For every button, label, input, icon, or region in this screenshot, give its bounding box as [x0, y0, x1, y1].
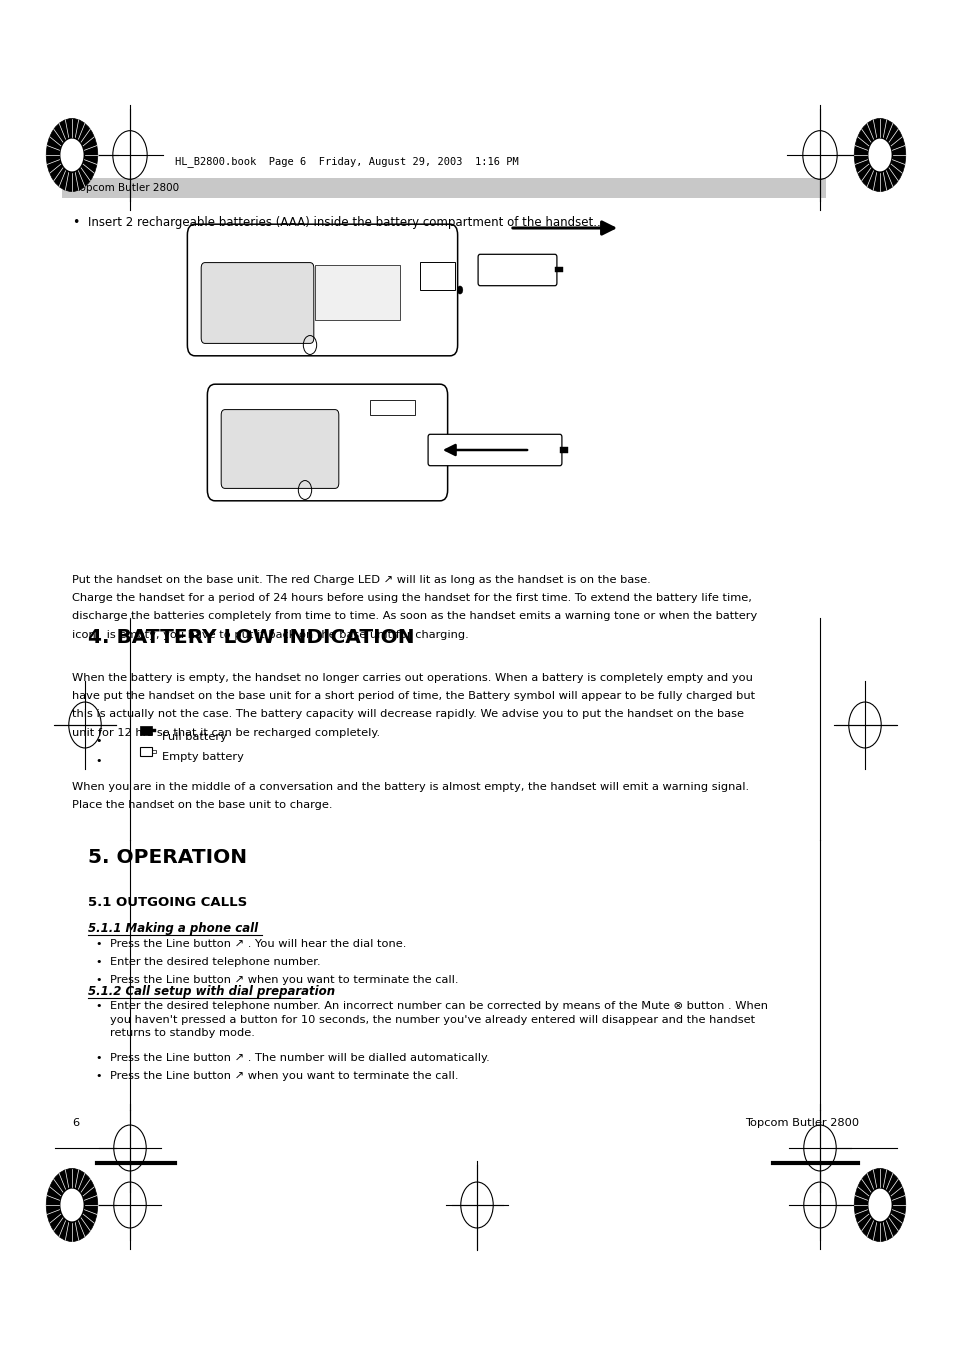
- Text: Enter the desired telephone number.: Enter the desired telephone number.: [110, 958, 320, 967]
- Bar: [62, 178, 825, 199]
- Bar: [140, 725, 152, 735]
- Text: Press the Line button ↗ when you want to terminate the call.: Press the Line button ↗ when you want to…: [110, 975, 458, 985]
- FancyBboxPatch shape: [477, 254, 557, 285]
- Circle shape: [60, 1189, 84, 1221]
- Text: •: •: [95, 958, 101, 967]
- Bar: [559, 447, 567, 453]
- Text: •: •: [95, 1071, 101, 1081]
- Circle shape: [456, 286, 462, 295]
- Text: Empty battery: Empty battery: [162, 753, 244, 762]
- Text: 5.1.2 Call setup with dial preparation: 5.1.2 Call setup with dial preparation: [88, 985, 335, 998]
- Text: discharge the batteries completely from time to time. As soon as the handset emi: discharge the batteries completely from …: [71, 612, 757, 621]
- Circle shape: [867, 139, 891, 172]
- Text: When you are in the middle of a conversation and the battery is almost empty, th: When you are in the middle of a conversa…: [71, 782, 748, 792]
- Text: Press the Line button ↗ . You will hear the dial tone.: Press the Line button ↗ . You will hear …: [110, 939, 406, 948]
- Text: Press the Line button ↗ . The number will be dialled automatically.: Press the Line button ↗ . The number wil…: [110, 1052, 489, 1063]
- Text: When the battery is empty, the handset no longer carries out operations. When a : When the battery is empty, the handset n…: [71, 673, 752, 684]
- FancyBboxPatch shape: [221, 409, 338, 489]
- Bar: [152, 750, 156, 753]
- Text: Insert 2 rechargeable batteries (AAA) inside the battery compartment of the hand: Insert 2 rechargeable batteries (AAA) in…: [88, 216, 600, 230]
- Bar: [555, 267, 562, 272]
- Text: this is actually not the case. The battery capacity will decrease rapidly. We ad: this is actually not the case. The batte…: [71, 709, 743, 720]
- Text: 6: 6: [71, 1119, 79, 1128]
- Text: Enter the desired telephone number. An incorrect number can be corrected by mean: Enter the desired telephone number. An i…: [110, 1001, 767, 1038]
- Text: 5.1 OUTGOING CALLS: 5.1 OUTGOING CALLS: [88, 896, 247, 909]
- Text: Full battery: Full battery: [162, 732, 227, 742]
- Text: HL_B2800.book  Page 6  Friday, August 29, 2003  1:16 PM: HL_B2800.book Page 6 Friday, August 29, …: [174, 157, 518, 168]
- Circle shape: [867, 1189, 891, 1221]
- Text: icon   is empty, you have to put it back on the base unit for charging.: icon is empty, you have to put it back o…: [71, 630, 468, 640]
- Text: •: •: [95, 939, 101, 948]
- Bar: [419, 262, 455, 290]
- Bar: [140, 747, 152, 757]
- Text: •: •: [71, 216, 79, 230]
- Bar: [370, 400, 415, 415]
- Text: Topcom Butler 2800: Topcom Butler 2800: [744, 1119, 859, 1128]
- FancyBboxPatch shape: [207, 384, 447, 501]
- Text: 5. OPERATION: 5. OPERATION: [88, 848, 247, 867]
- Text: Place the handset on the base unit to charge.: Place the handset on the base unit to ch…: [71, 800, 333, 811]
- Text: unit for 12 hrs so that it can be recharged completely.: unit for 12 hrs so that it can be rechar…: [71, 728, 379, 738]
- Circle shape: [60, 139, 84, 172]
- Circle shape: [853, 1169, 904, 1242]
- FancyBboxPatch shape: [187, 224, 457, 355]
- Text: •: •: [95, 1001, 101, 1011]
- FancyBboxPatch shape: [201, 262, 314, 343]
- Text: 5.1.1 Making a phone call: 5.1.1 Making a phone call: [88, 921, 258, 935]
- Text: 4. BATTERY LOW INDICATION: 4. BATTERY LOW INDICATION: [88, 628, 415, 647]
- Text: Topcom Butler 2800: Topcom Butler 2800: [75, 182, 179, 193]
- Text: •: •: [95, 757, 101, 766]
- Circle shape: [46, 119, 97, 192]
- Circle shape: [46, 1169, 97, 1242]
- Circle shape: [853, 119, 904, 192]
- Text: Put the handset on the base unit. The red Charge LED ↗ will lit as long as the h: Put the handset on the base unit. The re…: [71, 576, 650, 585]
- Text: Press the Line button ↗ when you want to terminate the call.: Press the Line button ↗ when you want to…: [110, 1071, 458, 1081]
- Text: •: •: [95, 736, 101, 746]
- Bar: [152, 730, 156, 732]
- Text: •: •: [95, 975, 101, 985]
- Text: •: •: [95, 1052, 101, 1063]
- Text: have put the handset on the base unit for a short period of time, the Battery sy: have put the handset on the base unit fo…: [71, 692, 755, 701]
- Text: Charge the handset for a period of 24 hours before using the handset for the fir: Charge the handset for a period of 24 ho…: [71, 593, 751, 604]
- Bar: [314, 265, 399, 320]
- FancyBboxPatch shape: [428, 434, 561, 466]
